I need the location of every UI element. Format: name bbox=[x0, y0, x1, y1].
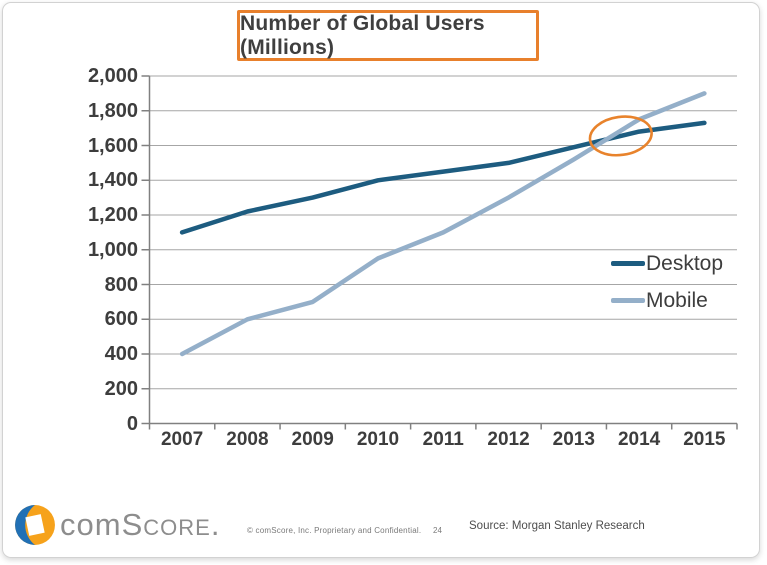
y-tick-label: 2,000 bbox=[87, 65, 138, 87]
legend-item-mobile: Mobile bbox=[611, 282, 723, 319]
x-tick-label: 2014 bbox=[617, 429, 661, 450]
copyright-text: © comScore, Inc. Proprietary and Confide… bbox=[247, 526, 422, 535]
y-tick-label: 600 bbox=[104, 308, 138, 331]
chart-title-box: Number of Global Users (Millions) bbox=[237, 10, 539, 61]
x-tick-label: 2011 bbox=[422, 429, 464, 450]
x-tick-label: 2015 bbox=[683, 429, 726, 450]
crossover-ellipse-annotation bbox=[588, 115, 653, 157]
x-tick-label: 2012 bbox=[487, 429, 530, 450]
y-tick-label: 400 bbox=[104, 343, 138, 365]
series-line-desktop bbox=[179, 120, 707, 235]
comscore-wordmark: comScore. bbox=[60, 507, 220, 543]
y-tick-label: 1,200 bbox=[87, 204, 138, 226]
page-number: 24 bbox=[433, 526, 442, 535]
chart-title: Number of Global Users (Millions) bbox=[240, 11, 485, 59]
x-tick-label: 2008 bbox=[226, 429, 269, 450]
x-tick-label: 2009 bbox=[291, 429, 334, 450]
comscore-logo-icon bbox=[15, 505, 55, 545]
legend-item-desktop: Desktop bbox=[611, 245, 723, 282]
y-tick-label: 1,600 bbox=[87, 134, 138, 157]
desktop-line-swatch bbox=[611, 261, 645, 266]
y-tick-label: 800 bbox=[104, 273, 138, 296]
x-tick-label: 2010 bbox=[356, 429, 400, 450]
slide-card-border bbox=[2, 2, 760, 558]
y-tick-label: 1,800 bbox=[87, 99, 138, 122]
x-tick-label: 2007 bbox=[160, 429, 204, 450]
y-tick-label: 1,400 bbox=[87, 169, 138, 192]
legend-label-desktop: Desktop bbox=[646, 251, 724, 275]
wordmark-lower: com bbox=[60, 507, 122, 542]
y-tick-label: 200 bbox=[104, 377, 138, 400]
y-tick-label: 0 bbox=[126, 412, 138, 435]
series-line-mobile bbox=[179, 91, 707, 357]
chart-legend: Desktop Mobile bbox=[611, 245, 723, 319]
mobile-line-swatch bbox=[611, 298, 645, 303]
wordmark-smallcaps: Score. bbox=[121, 507, 221, 542]
y-tick-label: 1,000 bbox=[87, 238, 138, 261]
x-tick-label: 2013 bbox=[552, 429, 595, 450]
source-text: Source: Morgan Stanley Research bbox=[469, 520, 645, 532]
legend-label-mobile: Mobile bbox=[646, 288, 708, 312]
comscore-logo: comScore. bbox=[14, 504, 220, 546]
